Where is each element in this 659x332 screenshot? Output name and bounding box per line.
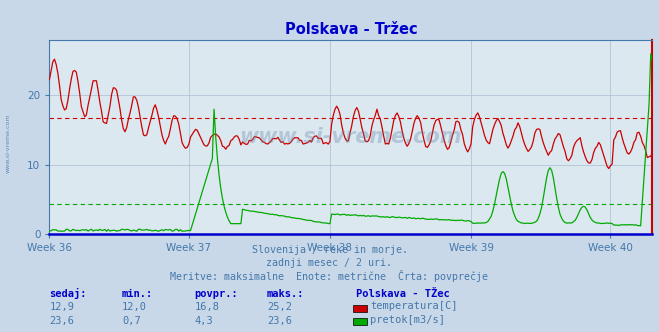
Text: sedaj:: sedaj:: [49, 288, 87, 299]
Text: 23,6: 23,6: [267, 316, 292, 326]
Text: 16,8: 16,8: [194, 302, 219, 312]
Text: 0,7: 0,7: [122, 316, 140, 326]
Text: temperatura[C]: temperatura[C]: [370, 301, 458, 311]
Text: 4,3: 4,3: [194, 316, 213, 326]
Text: 25,2: 25,2: [267, 302, 292, 312]
Text: pretok[m3/s]: pretok[m3/s]: [370, 315, 445, 325]
Text: zadnji mesec / 2 uri.: zadnji mesec / 2 uri.: [266, 258, 393, 268]
Text: www.si-vreme.com: www.si-vreme.com: [5, 113, 11, 173]
Text: Meritve: maksimalne  Enote: metrične  Črta: povprečje: Meritve: maksimalne Enote: metrične Črta…: [171, 270, 488, 282]
Text: 12,9: 12,9: [49, 302, 74, 312]
Title: Polskava - Tržec: Polskava - Tržec: [285, 22, 417, 37]
Text: povpr.:: povpr.:: [194, 289, 238, 299]
Text: 12,0: 12,0: [122, 302, 147, 312]
Text: www.si-vreme.com: www.si-vreme.com: [240, 127, 462, 147]
Text: Polskava - TŽec: Polskava - TŽec: [356, 289, 449, 299]
Text: Slovenija / reke in morje.: Slovenija / reke in morje.: [252, 245, 407, 255]
Text: 23,6: 23,6: [49, 316, 74, 326]
Text: min.:: min.:: [122, 289, 153, 299]
Text: maks.:: maks.:: [267, 289, 304, 299]
